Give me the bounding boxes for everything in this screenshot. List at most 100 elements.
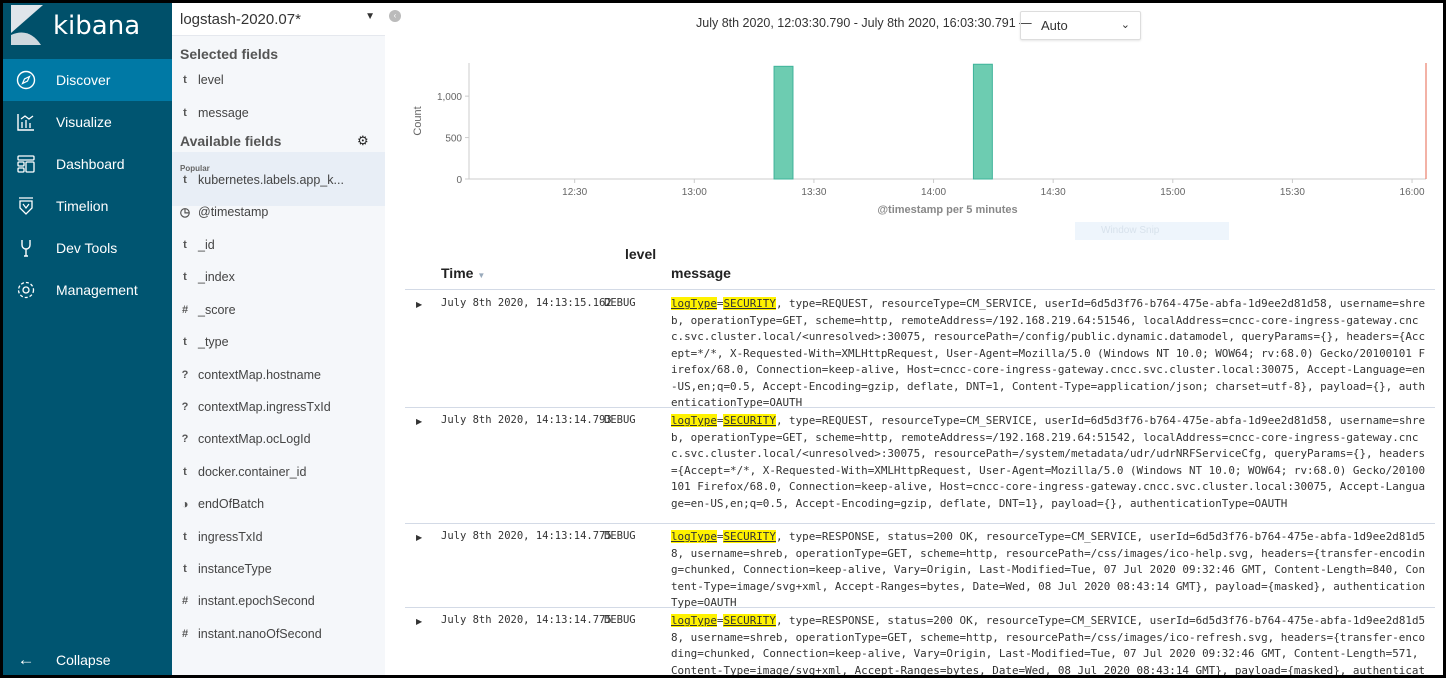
expand-row-icon[interactable]: ▶	[416, 300, 423, 309]
nav-timelion[interactable]: Timelion	[3, 185, 172, 227]
dashboard-icon	[15, 153, 37, 175]
row-level: DEBUG	[604, 414, 636, 426]
string-type-icon: t	[183, 239, 187, 251]
gear-icon	[15, 279, 37, 301]
collapse-sidebar-icon[interactable]: ‹	[389, 10, 401, 22]
available-field[interactable]: t instanceType	[172, 556, 385, 582]
histogram-bar	[773, 65, 794, 180]
x-tick-label: 14:00	[921, 187, 946, 198]
string-type-icon: t	[183, 271, 187, 283]
row-level: DEBUG	[604, 614, 636, 626]
wrench-icon	[15, 237, 37, 259]
row-time: July 8th 2020, 14:13:14.793	[441, 414, 612, 426]
timelion-icon	[15, 195, 37, 217]
expand-row-icon[interactable]: ▶	[416, 533, 423, 542]
available-field[interactable]: t kubernetes.labels.app_k...	[172, 167, 385, 193]
string-type-icon: t	[183, 531, 187, 543]
x-tick-label: 13:00	[682, 187, 707, 198]
selected-fields-title: Selected fields	[180, 46, 279, 62]
available-field[interactable]: ? contextMap.hostname	[172, 362, 385, 388]
row-time: July 8th 2020, 14:13:14.775	[441, 614, 612, 626]
column-header-time[interactable]: Time ▼	[441, 265, 486, 281]
x-axis-label: @timestamp per 5 minutes	[877, 204, 1017, 216]
string-type-icon: t	[183, 74, 187, 86]
x-tick-label: 15:30	[1280, 187, 1305, 198]
selected-field[interactable]: t message	[172, 100, 385, 126]
highlight-key: logType	[671, 614, 717, 627]
column-header-level[interactable]: level	[625, 246, 657, 262]
row-level: DEBUG	[604, 297, 636, 309]
available-field[interactable]: t _id	[172, 232, 385, 258]
number-type-icon: #	[181, 304, 189, 316]
table-row: ▶ July 8th 2020, 14:13:15.162 DEBUG logType…	[405, 291, 1435, 409]
side-nav: kibana Discover Visualize Dashboard Time…	[3, 3, 172, 675]
arrow-left-icon: ←	[17, 650, 35, 669]
available-field[interactable]: # instant.epochSecond	[172, 588, 385, 614]
highlight-key: logType	[671, 414, 717, 427]
kibana-logo-icon	[11, 5, 43, 45]
expand-row-icon[interactable]: ▶	[416, 417, 423, 426]
available-field[interactable]: t _index	[172, 264, 385, 290]
available-field[interactable]: ◑ endOfBatch	[172, 491, 385, 517]
discover-main: ‹ July 8th 2020, 12:03:30.790 - July 8th…	[385, 3, 1443, 675]
highlight-value: SECURITY	[723, 614, 776, 627]
string-type-icon: t	[183, 336, 187, 348]
nav-discover[interactable]: Discover	[3, 59, 172, 101]
compass-icon	[15, 69, 37, 91]
y-tick-label: 0	[456, 175, 462, 186]
nav-dashboard[interactable]: Dashboard	[3, 143, 172, 185]
row-time: July 8th 2020, 14:13:14.775	[441, 530, 612, 542]
available-field[interactable]: t docker.container_id	[172, 459, 385, 485]
highlight-key: logType	[671, 530, 717, 543]
table-row: ▶ July 8th 2020, 14:13:14.793 DEBUG logType…	[405, 408, 1435, 524]
index-pattern-select[interactable]: logstash-2020.07* ▼	[172, 3, 385, 36]
row-time: July 8th 2020, 14:13:15.162	[441, 297, 612, 309]
available-field[interactable]: ◷ @timestamp	[172, 199, 385, 225]
nav-dev-tools[interactable]: Dev Tools	[3, 227, 172, 269]
y-axis-label: Count	[412, 106, 424, 135]
kibana-logo[interactable]: kibana	[3, 3, 172, 59]
expand-row-icon[interactable]: ▶	[416, 617, 423, 626]
caret-down-icon: ▼	[365, 11, 375, 22]
window-snip-overlay: Window Snip	[1075, 222, 1229, 240]
available-field[interactable]: t ingressTxId	[172, 524, 385, 550]
header-divider	[405, 289, 1435, 290]
available-field[interactable]: ? contextMap.ingressTxId	[172, 394, 385, 420]
visualize-icon	[15, 111, 37, 133]
available-field[interactable]: # _score	[172, 297, 385, 323]
highlight-value: SECURITY	[723, 530, 776, 543]
nav-visualize[interactable]: Visualize	[3, 101, 172, 143]
field-settings-gear-icon[interactable]: ⚙	[357, 133, 369, 148]
number-type-icon: #	[181, 595, 189, 607]
unknown-type-icon: ?	[181, 369, 189, 381]
unknown-type-icon: ?	[181, 433, 189, 445]
available-field[interactable]: ? contextMap.ocLogId	[172, 426, 385, 452]
highlight-value: SECURITY	[723, 414, 776, 427]
string-type-icon: t	[183, 107, 187, 119]
row-level: DEBUG	[604, 530, 636, 542]
available-field[interactable]: t _type	[172, 329, 385, 355]
row-message: logType=SECURITY, type=REQUEST, resource…	[671, 297, 1426, 409]
nav-management[interactable]: Management	[3, 269, 172, 311]
y-tick-label: 500	[445, 134, 462, 145]
popular-label: Popular	[180, 164, 210, 173]
available-field[interactable]: # instant.nanoOfSecond	[172, 621, 385, 647]
collapse-nav-button[interactable]: ← Collapse	[3, 639, 172, 675]
x-tick-label: 12:30	[562, 187, 587, 198]
x-tick-label: 15:00	[1160, 187, 1185, 198]
highlight-key: logType	[671, 297, 717, 310]
string-type-icon: t	[183, 466, 187, 478]
sort-down-icon[interactable]: ▼	[477, 271, 486, 280]
histogram-bar	[972, 63, 993, 180]
number-type-icon: #	[181, 628, 189, 640]
x-tick-label: 14:30	[1041, 187, 1066, 198]
field-list-sidebar: logstash-2020.07* ▼ Selected fields t leve…	[172, 3, 385, 675]
table-row: ▶ July 8th 2020, 14:13:14.775 DEBUG logType…	[405, 524, 1435, 609]
selected-field[interactable]: t level	[172, 67, 385, 93]
y-tick-label: 1,000	[437, 92, 462, 103]
interval-select[interactable]: Auto ⌄	[1020, 11, 1141, 40]
date-type-icon: ◷	[179, 205, 191, 219]
string-type-icon: t	[183, 174, 187, 186]
unknown-type-icon: ?	[181, 401, 189, 413]
column-header-message[interactable]: message	[671, 265, 731, 281]
